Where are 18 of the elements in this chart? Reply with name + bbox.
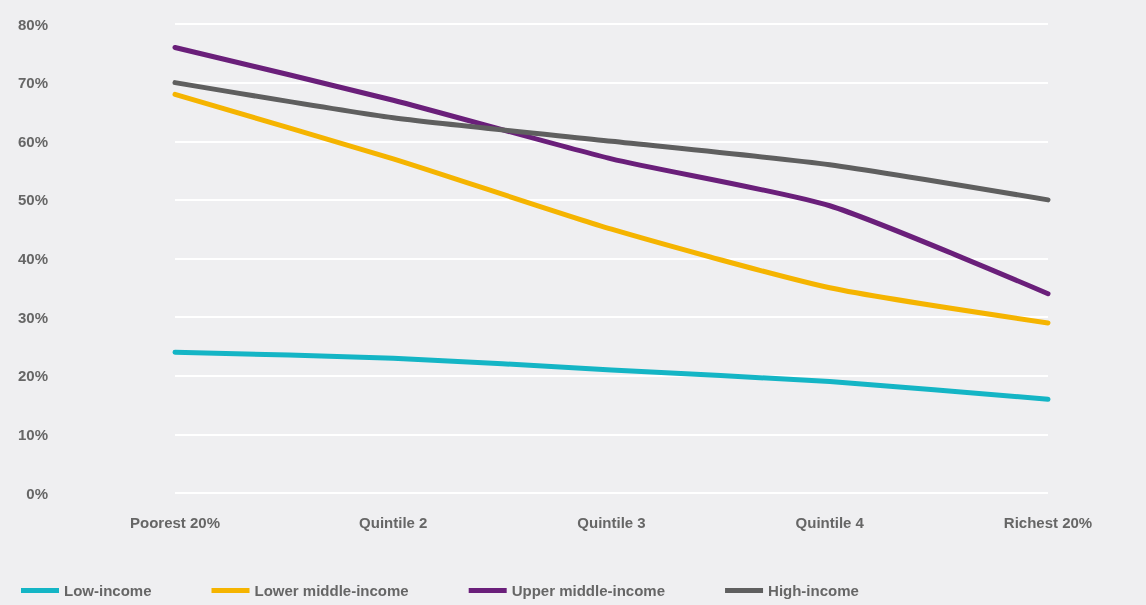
x-tick-label: Quintile 4 [795,514,865,531]
legend-label: High-income [768,582,859,599]
y-tick-label: 10% [17,425,48,443]
x-tick-label: Poorest 20% [129,514,221,531]
y-tick-label: 40% [17,250,48,267]
legend-label: Lower middle-income [254,582,409,599]
y-tick-label: 80% [17,15,48,33]
legend-label: Low-income [64,582,152,599]
x-tick-label: Richest 20% [1003,514,1093,531]
y-tick-label: 60% [17,132,48,150]
y-tick-label: 70% [17,74,48,92]
x-tick-label: Quintile 2 [359,514,428,531]
y-tick-label: 0% [26,484,48,502]
x-tick-label: Quintile 3 [577,514,646,531]
y-tick-label: 50% [17,191,48,209]
y-tick-label: 30% [17,308,48,326]
y-tick-label: 20% [17,367,48,385]
legend-label: Upper middle-income [511,582,666,599]
